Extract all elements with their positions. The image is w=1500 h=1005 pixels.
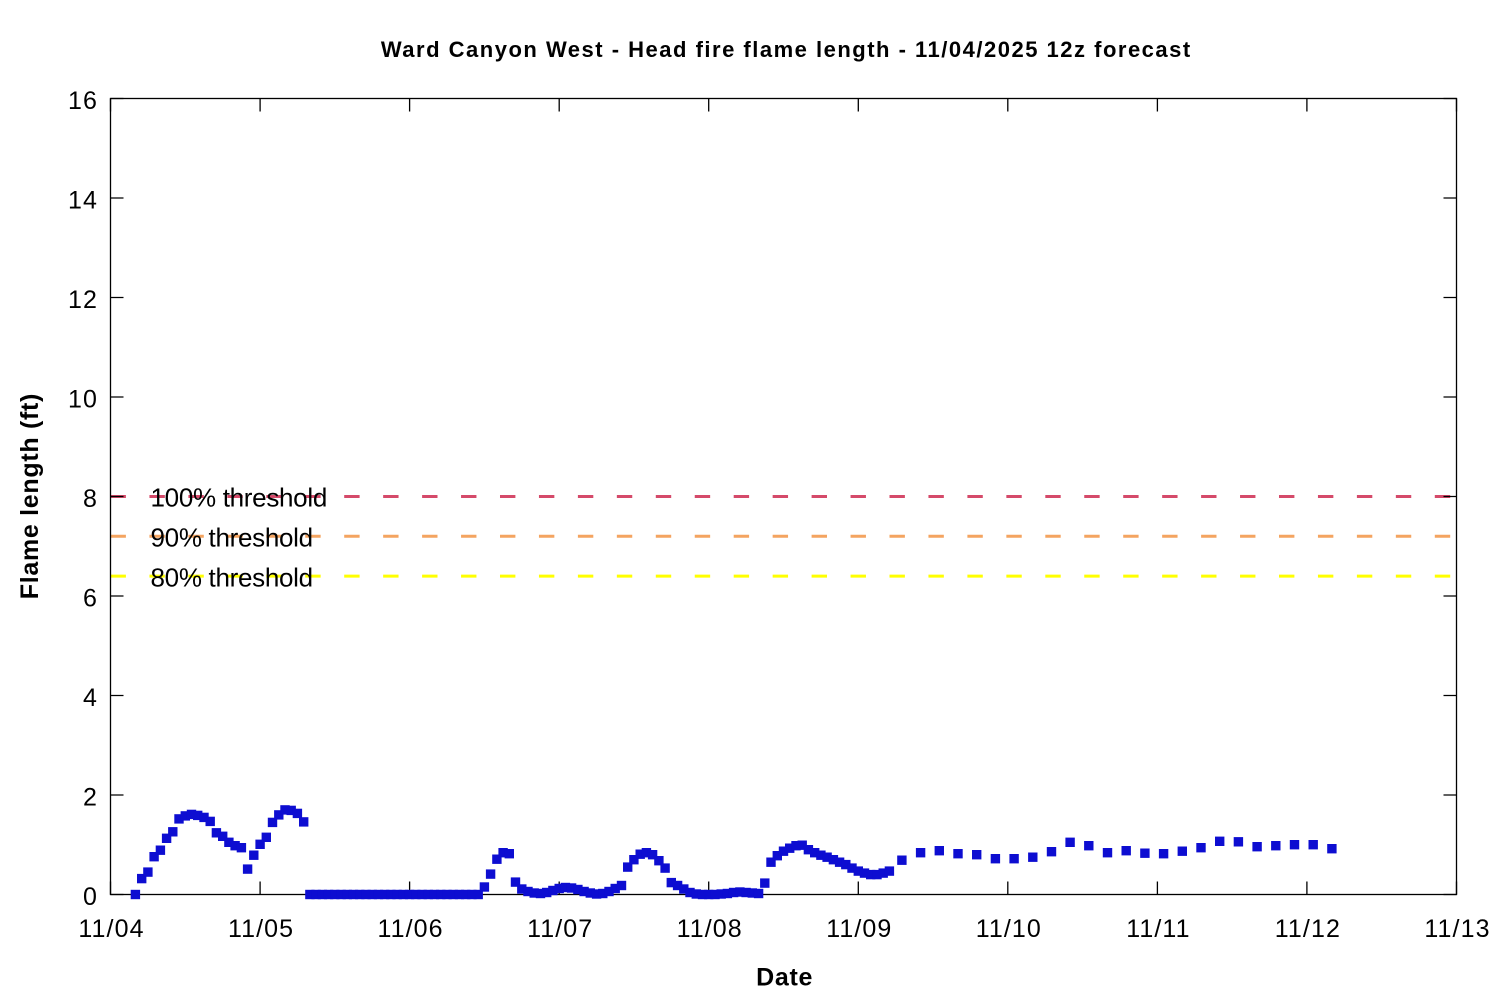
svg-text:16: 16: [68, 87, 98, 115]
svg-text:90% threshold: 90% threshold: [151, 523, 313, 553]
svg-text:8: 8: [83, 485, 98, 513]
svg-text:10: 10: [68, 386, 98, 414]
svg-text:11/12: 11/12: [1275, 915, 1341, 943]
svg-text:11/08: 11/08: [677, 915, 743, 943]
svg-text:11/06: 11/06: [377, 915, 443, 943]
svg-text:6: 6: [83, 585, 98, 613]
svg-text:4: 4: [83, 684, 98, 712]
svg-text:11/04: 11/04: [78, 915, 144, 943]
svg-text:11/07: 11/07: [527, 915, 593, 943]
svg-text:Flame length (ft): Flame length (ft): [16, 393, 44, 599]
svg-text:11/11: 11/11: [1126, 915, 1190, 943]
svg-text:11/10: 11/10: [976, 915, 1042, 943]
svg-text:Date: Date: [756, 963, 813, 991]
svg-text:2: 2: [83, 784, 98, 812]
svg-text:11/09: 11/09: [826, 915, 892, 943]
svg-text:Ward Canyon West - Head fire f: Ward Canyon West - Head fire flame lengt…: [381, 37, 1192, 62]
svg-text:11/05: 11/05: [228, 915, 294, 943]
svg-text:80% threshold: 80% threshold: [151, 562, 313, 592]
svg-text:100% threshold: 100% threshold: [151, 483, 327, 513]
svg-text:0: 0: [83, 883, 98, 911]
svg-text:11/13: 11/13: [1424, 915, 1490, 943]
svg-text:12: 12: [68, 286, 98, 314]
svg-text:14: 14: [68, 187, 98, 215]
